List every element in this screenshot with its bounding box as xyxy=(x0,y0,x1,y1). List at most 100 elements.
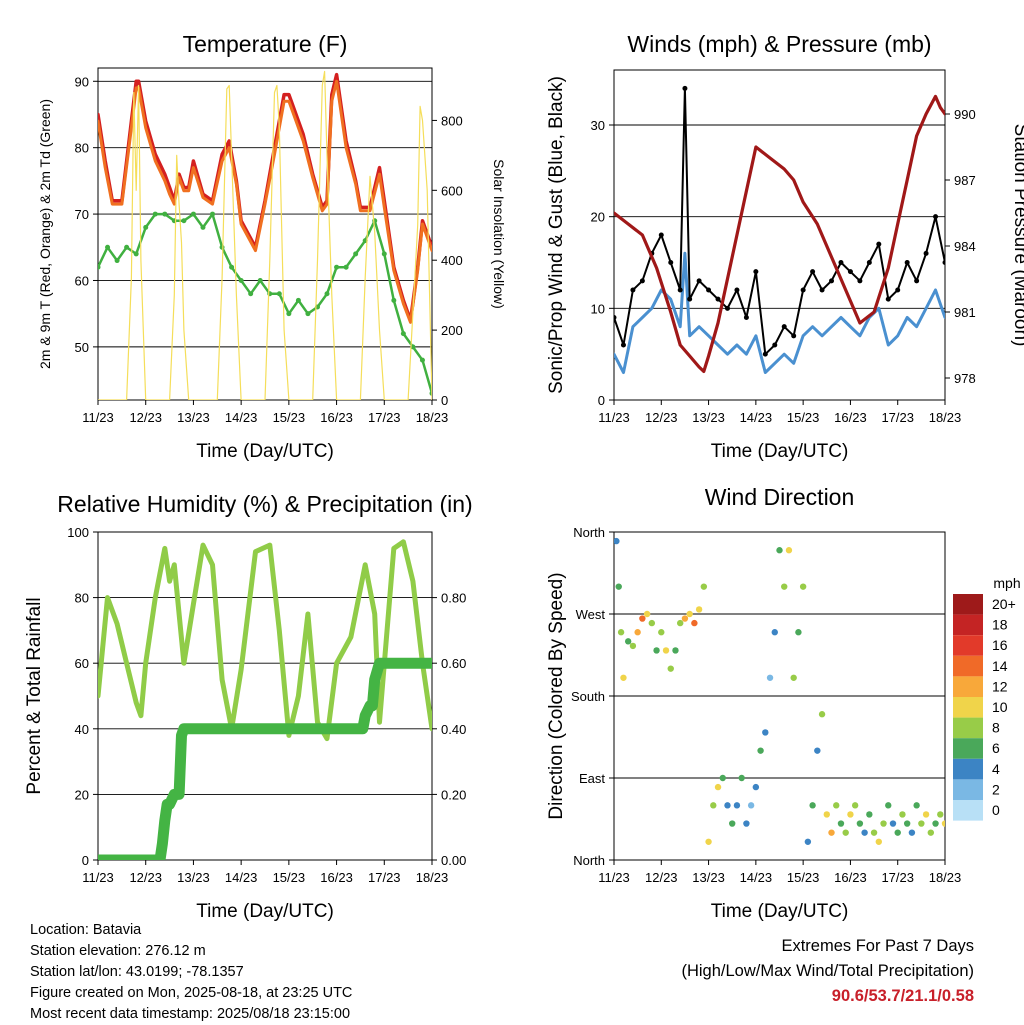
winds-ytick-label: 20 xyxy=(591,210,605,225)
winds-ytick-label: 10 xyxy=(591,301,605,316)
rh_precip-xtick-label: 11/23 xyxy=(82,870,114,885)
winds-gust-point xyxy=(866,260,872,265)
legend-swatch xyxy=(953,655,983,677)
temperature-ytick-right-label: 200 xyxy=(441,323,463,338)
winds-ytick-label: 0 xyxy=(598,393,605,408)
direction-point xyxy=(700,583,708,590)
winds-gust-point xyxy=(800,287,806,293)
direction-point xyxy=(908,829,916,836)
winds-gust-point xyxy=(829,278,835,284)
rh_precip-ytick-label: 0 xyxy=(82,853,89,868)
winds-ytick-label: 30 xyxy=(591,118,605,133)
station-location: Location: Batavia xyxy=(30,922,142,938)
direction-point xyxy=(851,802,859,809)
winds-ylabel-right: Station Pressure (Maroon) xyxy=(1010,124,1024,347)
wind_direction-title: Wind Direction xyxy=(705,484,855,510)
direction-point xyxy=(729,820,736,827)
rh_precip-title: Relative Humidity (%) & Precipitation (i… xyxy=(57,491,472,517)
direction-point xyxy=(866,811,873,818)
direction-point xyxy=(747,802,755,809)
wind_direction-xtick-label: 15/23 xyxy=(787,870,820,885)
temperature-dewpoint-point xyxy=(305,311,311,317)
direction-point xyxy=(629,642,637,650)
direction-point xyxy=(814,747,821,754)
winds-gust-point xyxy=(791,333,797,339)
direction-point xyxy=(733,802,741,809)
winds-xlabel: Time (Day/UTC) xyxy=(711,441,849,462)
temperature-dewpoint-point xyxy=(343,264,349,270)
legend-label: 14 xyxy=(992,658,1008,674)
winds-xtick-label: 15/23 xyxy=(787,410,820,425)
direction-point xyxy=(795,629,802,636)
wind_direction-xtick-label: 13/23 xyxy=(692,870,725,885)
winds-ytick-right-label: 981 xyxy=(954,305,976,320)
direction-point xyxy=(790,674,797,681)
winds-gust-point xyxy=(942,260,945,265)
temperature-dewpoint-line xyxy=(98,212,432,395)
direction-point xyxy=(799,583,807,590)
temperature-dewpoint-point xyxy=(324,291,330,297)
wind_direction-ylabel: Direction (Colored By Speed) xyxy=(546,572,567,819)
station-latlon: Station lat/lon: 43.0199; -78.1357 xyxy=(30,964,244,980)
rh_precip-ytick-right-label: 0.60 xyxy=(441,656,466,671)
legend-swatch xyxy=(953,738,983,759)
temperature-ytick-right-label: 600 xyxy=(441,183,463,198)
direction-point xyxy=(691,619,698,627)
winds-gust-point xyxy=(895,287,901,293)
temperature-dewpoint-point xyxy=(286,311,292,317)
rh_precip-xtick-label: 18/23 xyxy=(416,870,449,885)
winds-ytick-right-label: 978 xyxy=(954,371,976,386)
temperature-dewpoint-point xyxy=(200,224,206,230)
direction-point xyxy=(771,629,778,636)
rh_precip-ylabel: Percent & Total Rainfall xyxy=(24,597,45,794)
rh_precip-ytick-right-label: 0.80 xyxy=(441,591,466,606)
temperature-dewpoint-point xyxy=(124,244,130,250)
winds-gust-point xyxy=(781,324,787,330)
direction-point xyxy=(639,615,646,622)
temperature-xtick-label: 14/23 xyxy=(225,410,258,425)
temperature-dewpoint-point xyxy=(219,244,225,250)
direction-point xyxy=(823,811,830,818)
direction-point xyxy=(662,647,670,654)
direction-point xyxy=(880,820,887,827)
temperature-ytick-label: 50 xyxy=(75,340,89,355)
winds-gust-point xyxy=(668,260,674,265)
winds-frame xyxy=(613,69,946,401)
direction-point xyxy=(738,774,745,782)
rh_precip-xtick-label: 12/23 xyxy=(129,870,162,885)
direction-point xyxy=(624,638,632,645)
rh_precip-xtick-label: 17/23 xyxy=(368,870,401,885)
extremes-box: Extremes For Past 7 Days (High/Low/Max W… xyxy=(681,934,974,1009)
winds-series-group xyxy=(614,85,945,374)
rh_precip-xtick-label: 13/23 xyxy=(177,870,210,885)
direction-point xyxy=(743,820,750,827)
rh_precip-ytick-right-label: 0.20 xyxy=(441,787,466,802)
temperature-dewpoint-point xyxy=(381,251,387,257)
temperature-dewpoint-point xyxy=(162,211,168,217)
direction-point xyxy=(927,829,935,836)
winds-pressure-panel: Winds (mph) & Pressure (mb) 0 10 20 30 978 981… xyxy=(546,31,1024,462)
wind_direction-xtick-label: 18/23 xyxy=(929,870,962,885)
temperature-panel: Temperature (F) 50 60 70 80 90 0 200 400 600 800 11… xyxy=(37,31,507,462)
winds-gust-point xyxy=(682,85,688,91)
wind-direction-panel: Wind Direction North East South West North 11/… xyxy=(546,484,961,922)
temperature-dewpoint-point xyxy=(248,291,254,297)
legend-label: 10 xyxy=(992,699,1008,715)
direction-point xyxy=(695,606,703,613)
direction-point xyxy=(724,802,731,809)
temperature-ytick-right-label: 0 xyxy=(441,393,448,408)
winds-gust-point xyxy=(819,287,825,293)
rh_precip-xlabel: Time (Day/UTC) xyxy=(196,901,334,922)
station-info: Location: Batavia Station elevation: 276… xyxy=(30,920,352,1025)
legend-label: 20+ xyxy=(992,596,1016,612)
temperature-ytick-label: 70 xyxy=(75,207,89,222)
direction-point xyxy=(752,783,760,791)
winds-xtick-label: 13/23 xyxy=(692,410,725,425)
temperature-dewpoint-point xyxy=(257,277,263,283)
rh_precip-ytick-label: 40 xyxy=(75,722,89,737)
temperature-series-group xyxy=(98,70,432,400)
direction-point xyxy=(833,802,840,809)
direction-point xyxy=(837,820,845,827)
rh_precip-ytick-right-label: 0.00 xyxy=(441,853,466,868)
